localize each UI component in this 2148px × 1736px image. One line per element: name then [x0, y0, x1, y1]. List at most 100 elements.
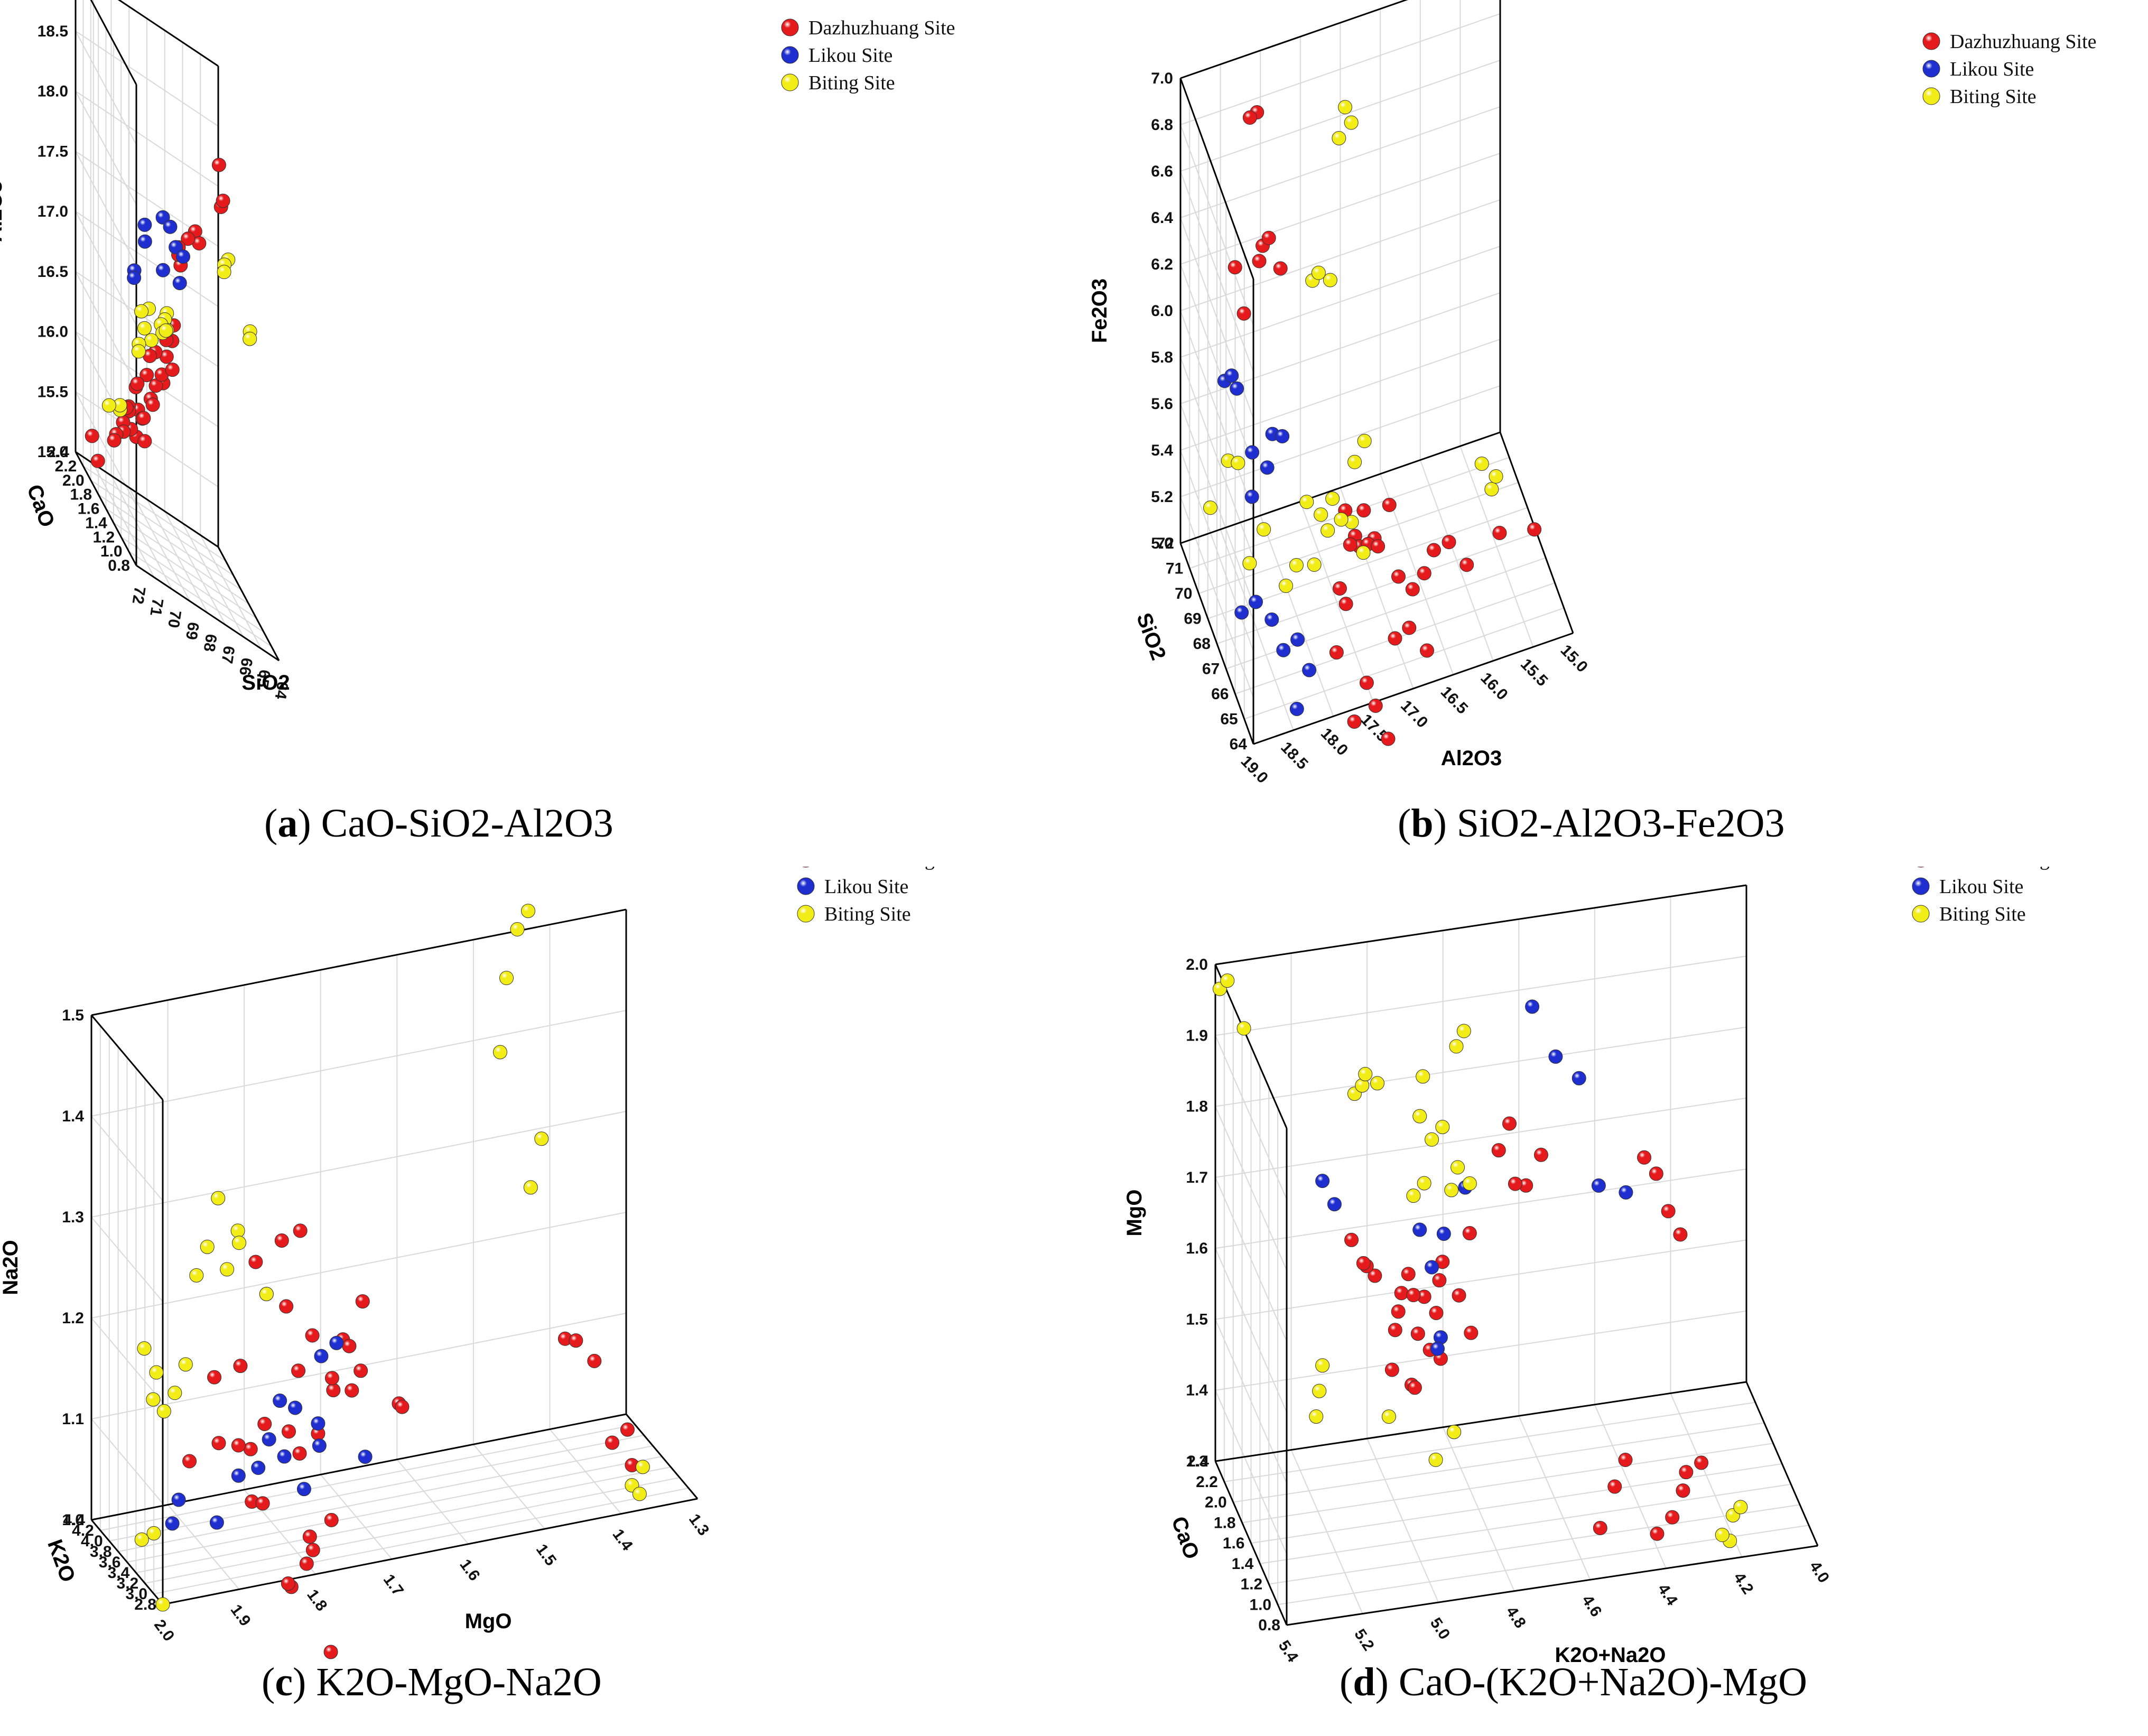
y-tick-label: 4.0: [81, 1533, 103, 1550]
data-point: [1715, 1527, 1729, 1542]
data-point: [189, 1268, 204, 1283]
data-points: [1203, 100, 1542, 746]
data-point: [1388, 631, 1402, 646]
data-point: [1650, 1526, 1665, 1541]
data-point: [1381, 1409, 1396, 1424]
data-point: [569, 1333, 583, 1348]
data-point: [1425, 1132, 1439, 1147]
series-points: [85, 157, 230, 468]
data-point: [137, 234, 152, 249]
data-point: [1338, 100, 1353, 115]
x-tick-label: 16.0: [1477, 669, 1511, 703]
data-point: [211, 1191, 226, 1205]
x-tick-label: 5.4: [1275, 1637, 1302, 1665]
data-point: [345, 1383, 359, 1398]
data-point: [1315, 1358, 1330, 1373]
data-point: [1489, 469, 1503, 484]
axis-frame: [1214, 884, 1819, 1626]
legend-marker: [781, 18, 799, 36]
y-tick-label: 69: [1184, 610, 1201, 628]
data-point: [1427, 543, 1441, 558]
data-point: [1548, 1049, 1563, 1064]
data-point: [1344, 115, 1359, 130]
x-tick-label: 18.0: [1317, 725, 1351, 759]
data-point: [329, 1335, 344, 1350]
y-tick-label: 0.8: [108, 557, 130, 574]
legend-label: Dazhuzhuang Site: [1939, 867, 2086, 870]
data-point: [1381, 731, 1396, 746]
y-tick-label: 71: [1166, 560, 1183, 578]
data-point: [90, 453, 105, 468]
z-tick-label: 1.4: [1186, 1382, 1208, 1399]
data-point: [293, 1223, 308, 1238]
z-tick-label: 16.0: [38, 323, 68, 341]
data-point: [311, 1416, 326, 1431]
legend-marker: [781, 46, 799, 64]
data-point: [1273, 261, 1288, 276]
z-tick-label: 1.1: [62, 1410, 84, 1428]
data-point: [1264, 612, 1279, 627]
y-tick-label: 1.2: [1241, 1576, 1263, 1593]
x-tick-label: 1.7: [380, 1571, 407, 1599]
data-point: [1673, 1227, 1688, 1242]
x-tick-label: 64: [272, 680, 292, 700]
caption-d: (d) CaO-(K2O+Na2O)-MgO: [1340, 1659, 1807, 1705]
y-axis-title: SiO2: [1132, 610, 1170, 663]
data-point: [1407, 1380, 1422, 1395]
y-axis-title: CaO: [1167, 1514, 1203, 1562]
data-point: [1417, 1176, 1431, 1191]
caption-d-open: (: [1340, 1660, 1353, 1704]
data-point: [1236, 1021, 1251, 1036]
z-tick-label: 1.9: [1186, 1027, 1208, 1044]
data-point: [1311, 265, 1326, 280]
data-point: [232, 1236, 247, 1250]
data-point: [1252, 254, 1267, 268]
chart-a-canvas: 7271706968676665640.81.01.21.41.61.82.02…: [0, 0, 955, 701]
series-points: [182, 1223, 639, 1659]
z-tick-label: 15.5: [38, 383, 68, 401]
data-point: [1242, 556, 1257, 571]
caption-c-text: K2O-MgO-Na2O: [306, 1660, 602, 1704]
data-point: [1406, 1189, 1421, 1203]
data-point: [288, 1400, 303, 1415]
data-point: [1649, 1166, 1663, 1181]
data-point: [1220, 973, 1235, 988]
data-point: [171, 1492, 186, 1507]
data-point: [146, 1392, 161, 1407]
y-tick-label: 1.8: [1214, 1514, 1236, 1531]
caption-a-close: ): [297, 801, 311, 846]
data-point: [255, 1496, 270, 1511]
data-point: [1679, 1465, 1694, 1480]
data-point: [1245, 445, 1260, 460]
data-point: [1228, 260, 1242, 275]
y-tick-label: 70: [1175, 585, 1192, 602]
x-tick-label: 68: [200, 633, 220, 653]
data-point: [299, 1556, 314, 1571]
data-point: [134, 304, 149, 319]
data-point: [1462, 1226, 1477, 1241]
data-point: [323, 1645, 338, 1659]
data-point: [1338, 597, 1353, 611]
z-tick-label: 1.4: [62, 1108, 84, 1125]
caption-d-letter: d: [1353, 1660, 1375, 1704]
data-point: [182, 1454, 197, 1469]
data-point: [1276, 643, 1291, 657]
data-point: [312, 1438, 327, 1453]
data-point: [1525, 999, 1540, 1014]
z-tick-label: 7.0: [1151, 70, 1173, 87]
y-tick-label: 3.0: [125, 1585, 147, 1603]
legend-marker: [1912, 877, 1930, 895]
y-tick-label: 1.6: [1223, 1535, 1245, 1552]
data-point: [605, 1435, 620, 1450]
z-axis-title: Al2O3: [0, 181, 6, 242]
data-point: [1343, 537, 1357, 552]
data-point: [169, 240, 183, 255]
data-point: [149, 1365, 164, 1380]
y-tick-label: 3.6: [99, 1554, 121, 1571]
data-point: [211, 1436, 226, 1451]
z-tick-label: 6.4: [1151, 209, 1173, 227]
data-point: [178, 1357, 193, 1372]
x-tick-label: 67: [218, 645, 238, 665]
legend-marker: [797, 905, 815, 923]
data-point: [1356, 545, 1371, 560]
